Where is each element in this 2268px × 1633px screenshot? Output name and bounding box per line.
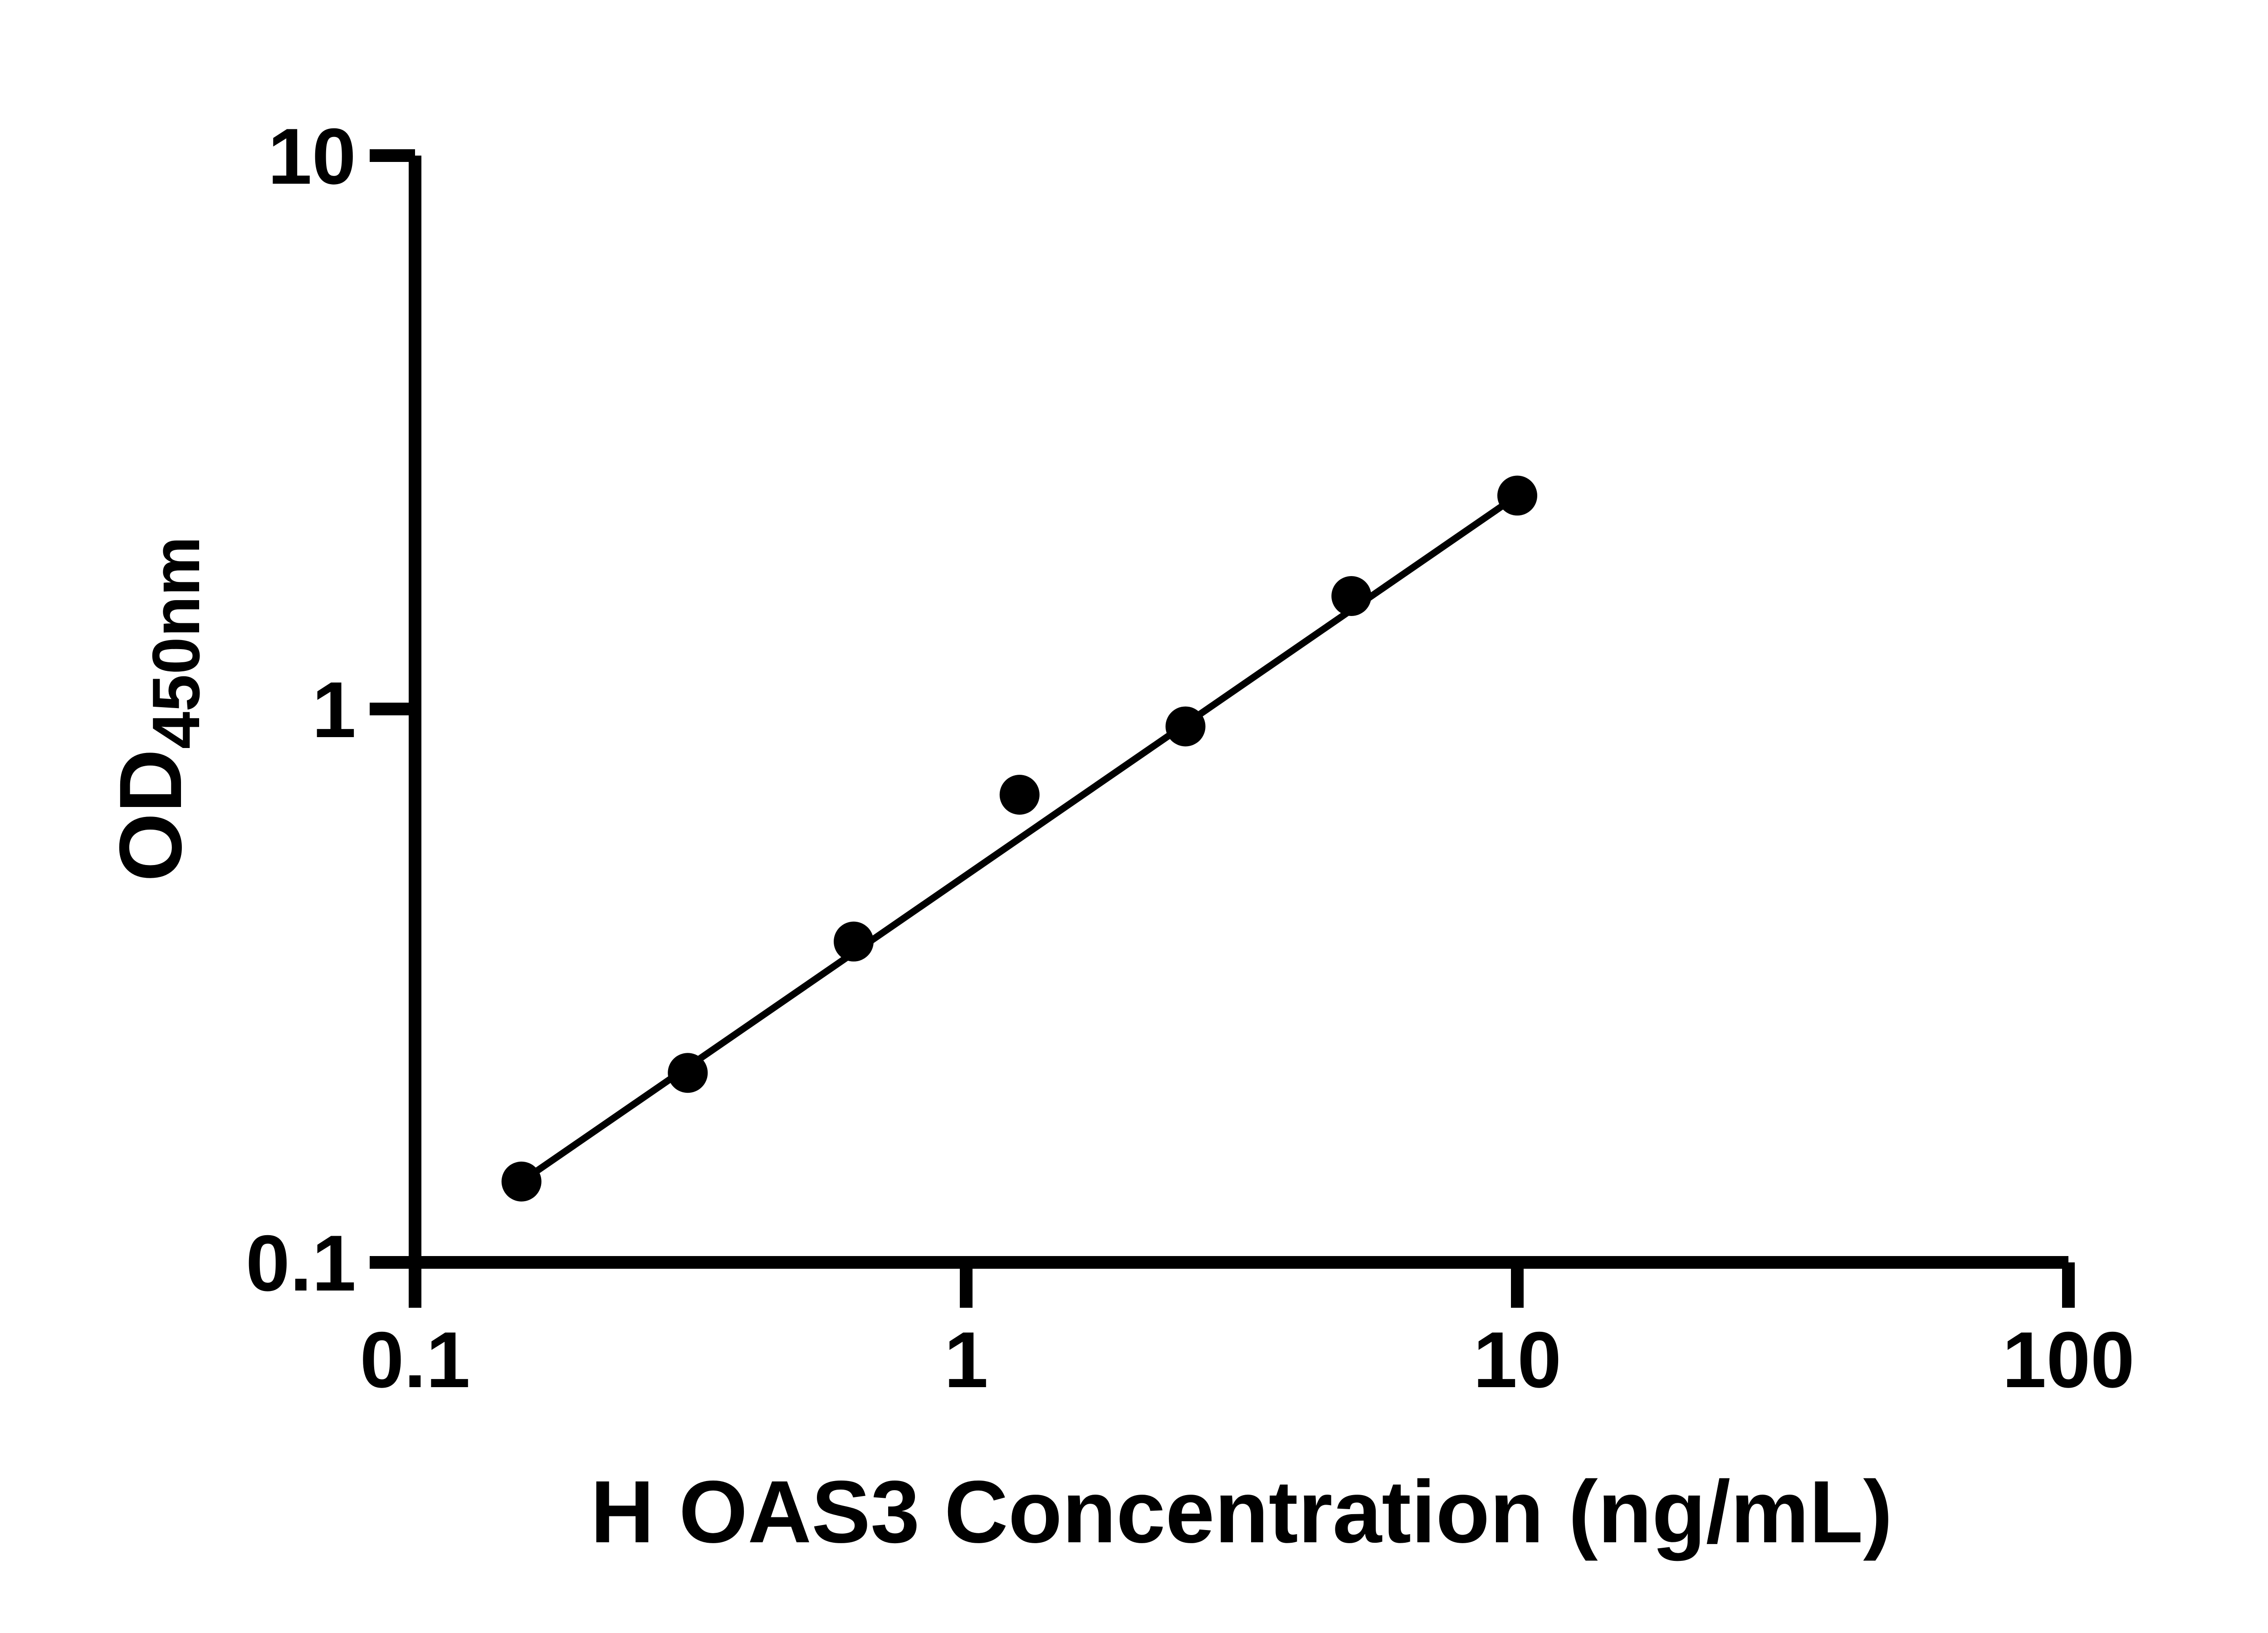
y-axis-title-main: OD	[101, 749, 200, 882]
y-axis-title-subscript: 450nm	[139, 536, 214, 749]
tick-label-layer: 0.1 1 10 0.1 1 10 100	[246, 112, 2135, 1404]
data-point	[1497, 475, 1537, 516]
data-point	[999, 774, 1040, 815]
data-point	[1331, 576, 1372, 616]
x-tick-label: 0.1	[360, 1316, 470, 1404]
y-tick-label: 1	[312, 666, 356, 754]
data-point	[1165, 706, 1206, 747]
x-axis-title: H OAS3 Concentration (ng/mL)	[591, 1462, 1893, 1561]
axis-layer	[409, 156, 2068, 1269]
y-tick-label: 0.1	[246, 1219, 356, 1308]
y-tick-label: 10	[268, 112, 356, 201]
data-point	[833, 921, 874, 962]
x-tick-label: 10	[1473, 1316, 1562, 1404]
data-point	[668, 1053, 708, 1093]
y-axis-title: OD450nm	[101, 536, 214, 881]
data-point-layer	[501, 475, 1537, 1202]
axis-spine	[409, 156, 2068, 1269]
x-tick-label: 100	[2002, 1316, 2135, 1404]
tick-layer	[370, 149, 2075, 1308]
x-tick-label: 1	[944, 1316, 988, 1404]
data-point	[501, 1161, 542, 1202]
